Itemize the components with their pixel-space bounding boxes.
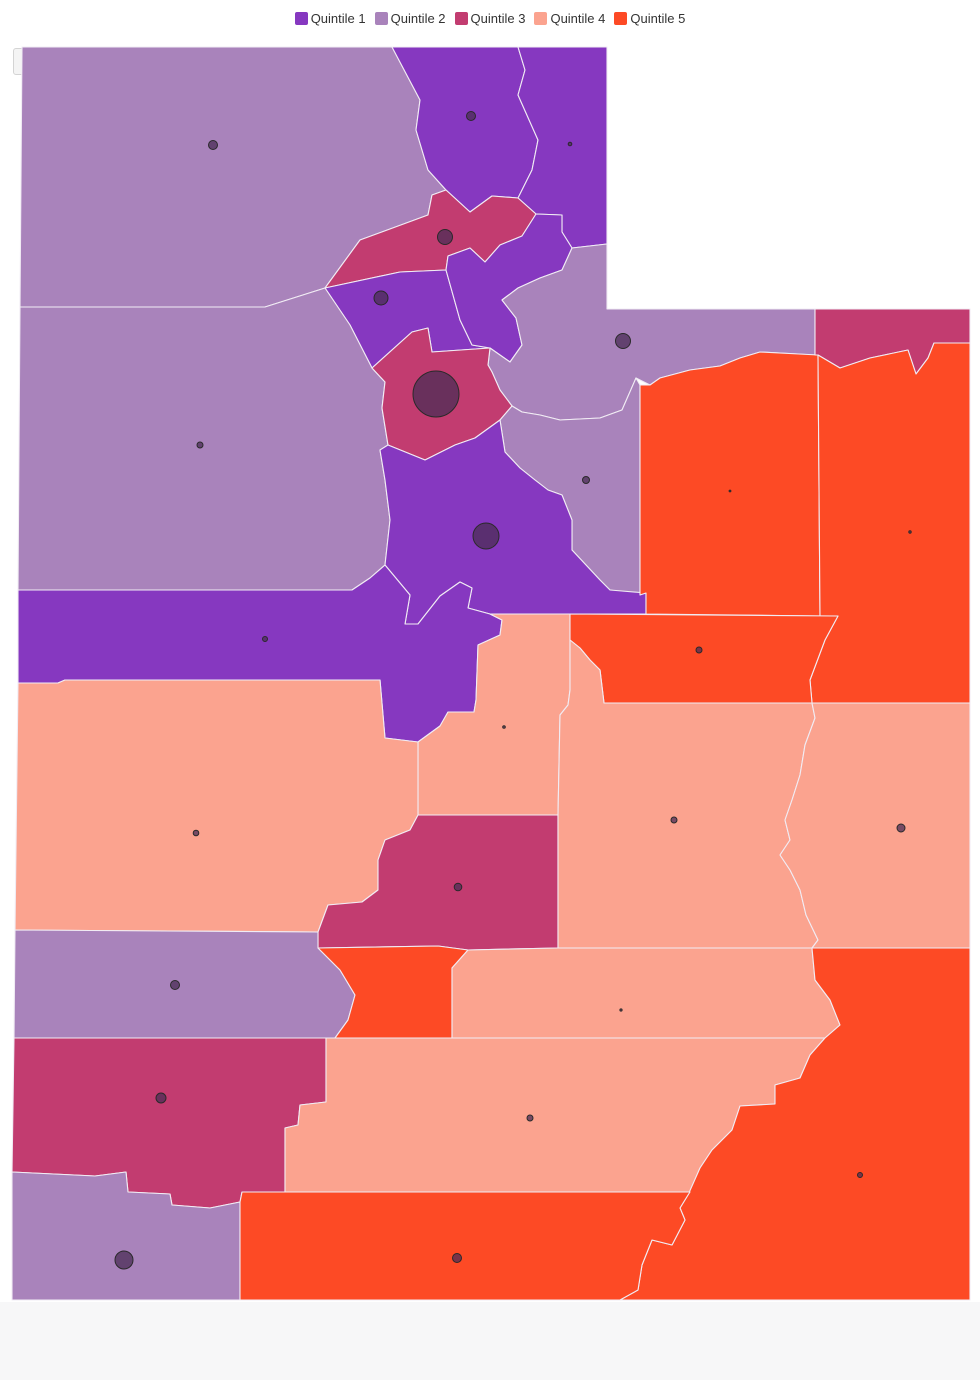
- legend-label: Quintile 4: [550, 11, 606, 26]
- bubble-kane[interactable]: [452, 1253, 462, 1263]
- county-beaver[interactable]: [13, 929, 356, 1039]
- legend-item-quintile-4[interactable]: Quintile 4: [534, 11, 605, 26]
- bubble-duchesne[interactable]: [728, 489, 732, 493]
- legend-label: Quintile 3: [470, 11, 526, 26]
- legend-label: Quintile 1: [310, 11, 366, 26]
- bubble-box-elder[interactable]: [208, 140, 218, 150]
- bubble-juab[interactable]: [262, 636, 268, 642]
- legend: Quintile 1 Quintile 2 Quintile 3 Quintil…: [0, 11, 980, 26]
- bubble-rich[interactable]: [567, 141, 573, 147]
- legend-label: Quintile 2: [390, 11, 446, 26]
- bubble-washington[interactable]: [114, 1250, 134, 1270]
- bubble-emery[interactable]: [670, 816, 678, 824]
- bubble-beaver[interactable]: [170, 980, 180, 990]
- legend-swatch: [294, 12, 308, 25]
- county-washington[interactable]: [11, 1171, 241, 1301]
- bubble-summit[interactable]: [615, 333, 631, 349]
- bubble-carbon[interactable]: [695, 646, 703, 654]
- bubble-tooele[interactable]: [196, 441, 204, 449]
- county-tooele[interactable]: [17, 287, 391, 591]
- legend-swatch: [534, 12, 548, 25]
- county-grand[interactable]: [779, 702, 971, 949]
- bubble-cache[interactable]: [466, 111, 476, 121]
- legend-item-quintile-5[interactable]: Quintile 5: [614, 11, 685, 26]
- bubble-wasatch[interactable]: [582, 476, 590, 484]
- bubble-garfield[interactable]: [526, 1114, 534, 1122]
- bubble-san-juan[interactable]: [857, 1172, 863, 1178]
- bubble-grand[interactable]: [896, 823, 906, 833]
- county-wayne[interactable]: [451, 947, 841, 1039]
- bubble-sevier[interactable]: [453, 882, 463, 892]
- bubble-wayne[interactable]: [619, 1008, 623, 1012]
- legend-item-quintile-3[interactable]: Quintile 3: [454, 11, 526, 26]
- bubble-uintah[interactable]: [908, 530, 912, 534]
- county-carbon[interactable]: [569, 613, 839, 704]
- bubble-salt-lake[interactable]: [412, 370, 460, 418]
- bubble-davis[interactable]: [373, 290, 389, 306]
- legend-label: Quintile 5: [630, 11, 686, 26]
- county-layer: [11, 46, 971, 1301]
- legend-swatch: [614, 12, 628, 25]
- legend-item-quintile-1[interactable]: Quintile 1: [294, 11, 366, 26]
- bubble-utah[interactable]: [472, 522, 500, 550]
- bubble-iron[interactable]: [155, 1092, 167, 1104]
- bubble-layer: [114, 111, 912, 1270]
- utah-county-map: [11, 46, 971, 1301]
- bubble-weber[interactable]: [437, 229, 453, 245]
- legend-swatch: [374, 12, 388, 25]
- legend-item-quintile-2[interactable]: Quintile 2: [374, 11, 446, 26]
- county-uintah[interactable]: [809, 342, 971, 704]
- legend-swatch: [454, 12, 468, 25]
- bubble-millard[interactable]: [192, 829, 200, 837]
- bubble-sanpete[interactable]: [502, 725, 506, 729]
- county-millard[interactable]: [14, 679, 419, 933]
- county-kane[interactable]: [239, 1191, 691, 1301]
- county-duchesne[interactable]: [639, 351, 821, 617]
